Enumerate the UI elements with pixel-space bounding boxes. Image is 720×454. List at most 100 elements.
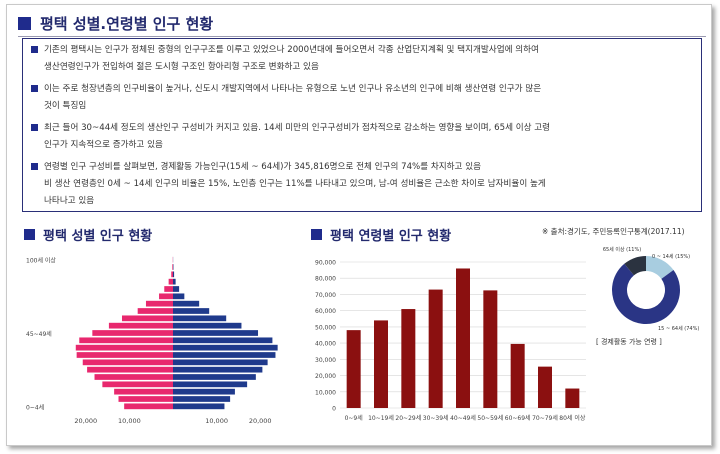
male-bar	[173, 293, 185, 300]
x-tick-label: 70~79세	[532, 414, 558, 422]
female-bar	[108, 322, 173, 329]
summary-line: 기존의 평택시는 인구가 정체된 중형의 인구구조를 이루고 있었으나 2000…	[44, 45, 539, 55]
y-tick-label: 80,000	[315, 276, 336, 283]
age-bar	[428, 289, 443, 408]
male-bar	[173, 322, 242, 329]
y-tick-label: 90,000	[315, 260, 336, 267]
pyramid-section-title: 평택 성별 인구 현황	[24, 225, 152, 244]
x-tick-label: 50~59세	[477, 414, 503, 422]
age-bar	[483, 290, 498, 408]
male-bar	[173, 337, 273, 344]
x-tick-label: 0~9세	[345, 414, 363, 422]
male-bar	[173, 359, 268, 366]
male-bar	[173, 388, 235, 395]
main-title: 평택 성별.연령별 인구 현황	[18, 13, 213, 34]
female-bar	[118, 396, 173, 402]
title-divider	[18, 36, 706, 37]
summary-line: 것이 특징임	[44, 101, 87, 111]
x-tick-label: 10,000	[205, 417, 228, 425]
summary-line: 비 생산 연령층인 0세 ~ 14세 인구의 비율은 15%, 노인층 인구는 …	[44, 179, 546, 189]
bullet-square-icon	[31, 163, 38, 170]
x-tick-label: 10,000	[118, 417, 141, 425]
econ-active-label: [ 경제활동 가능 연령 ]	[596, 338, 662, 346]
female-bar	[137, 308, 173, 314]
age-bar	[401, 309, 416, 408]
donut-label: 65세 이상 (11%)	[603, 246, 641, 253]
female-bar	[102, 381, 173, 388]
y-tick-label: 0~4세	[26, 403, 44, 411]
summary-item: 최근 들어 30~44세 정도의 생산인구 구성비가 커지고 있음. 14세 미…	[31, 120, 693, 154]
age-bar	[510, 343, 525, 408]
bullet-square-icon	[31, 124, 38, 131]
population-pyramid-chart: 100세 이상 45~49세 0~4세 20,000 10,000 10,000 20,00…	[26, 257, 278, 425]
bullet-square-icon	[31, 85, 38, 92]
female-bar	[124, 403, 173, 410]
age-bar	[565, 388, 580, 408]
female-bar	[94, 374, 173, 380]
summary-line: 연령별 인구 구성비를 살펴보면, 경제활동 가능인구(15세 ~ 64세)가 …	[44, 162, 482, 172]
summary-item: 연령별 인구 구성비를 살펴보면, 경제활동 가능인구(15세 ~ 64세)가 …	[31, 159, 693, 210]
source-note: ※ 출처:경기도, 주민등록인구통계(2017.11)	[542, 227, 685, 236]
x-tick-label: 60~69세	[505, 414, 531, 422]
male-bar	[173, 278, 176, 285]
male-bar	[173, 330, 259, 336]
donut-label: 0 ~ 14세 (15%)	[652, 253, 690, 260]
x-tick-label: 20~29세	[395, 414, 421, 422]
male-bar	[173, 315, 227, 322]
y-tick-label: 20,000	[315, 373, 336, 380]
female-bar	[168, 278, 173, 285]
section-square-icon	[24, 229, 35, 240]
female-bar	[79, 337, 173, 344]
donut-slice	[612, 263, 680, 324]
female-bar	[121, 315, 173, 322]
male-bar	[173, 300, 200, 307]
x-tick-label: 30~39세	[423, 414, 449, 422]
male-bar	[173, 352, 276, 358]
summary-item: 이는 주로 청장년층의 인구비율이 높거나, 신도시 개발지역에서 나타나는 유…	[31, 81, 693, 115]
female-bar	[92, 330, 173, 336]
bullet-square-icon	[31, 46, 38, 53]
x-tick-label: 10~19세	[368, 414, 394, 422]
y-tick-label: 100세 이상	[26, 257, 56, 265]
summary-line: 최근 들어 30~44세 정도의 생산인구 구성비가 커지고 있음. 14세 미…	[44, 123, 551, 133]
section-square-icon	[311, 229, 322, 240]
y-tick-label: 10,000	[315, 389, 336, 396]
age-bar	[538, 366, 552, 408]
male-bar	[173, 374, 256, 380]
y-tick-label: 45~49세	[26, 330, 52, 338]
female-bar	[76, 352, 173, 358]
female-bar	[145, 300, 173, 307]
title-square-icon	[18, 17, 31, 30]
y-tick-label: 0	[332, 406, 336, 413]
male-bar	[173, 286, 180, 292]
y-tick-label: 50,000	[315, 324, 336, 331]
summary-item: 기존의 평택시는 인구가 정체된 중형의 인구구조를 이루고 있었으나 2000…	[31, 42, 693, 76]
female-bar	[75, 344, 173, 351]
x-tick-label: 20,000	[249, 417, 272, 425]
summary-line: 나타나고 있음	[44, 196, 95, 206]
donut-slice	[624, 256, 646, 276]
age-section-title: 평택 연령별 인구 현황	[311, 225, 451, 244]
summary-box: 기존의 평택시는 인구가 정체된 중형의 인구구조를 이루고 있었으나 2000…	[22, 38, 702, 212]
female-bar	[172, 264, 173, 270]
male-bar	[173, 396, 231, 402]
male-bar	[173, 366, 263, 373]
female-bar	[164, 286, 173, 292]
summary-line: 이는 주로 청장년층의 인구비율이 높거나, 신도시 개발지역에서 나타나는 유…	[44, 84, 542, 94]
female-bar	[82, 359, 173, 366]
summary-line: 생산연령인구가 전입하여 젊은 도시형 구조인 항아리형 구조로 변화하고 있음	[44, 62, 319, 72]
x-tick-label: 80세 이상	[559, 414, 586, 422]
x-tick-label: 40~49세	[450, 414, 476, 422]
female-bar	[114, 388, 173, 395]
summary-line: 인구가 지속적으로 증가하고 있음	[44, 140, 163, 150]
age-bar-chart: 90,000 80,000 70,000 60,000 50,000 40,000 30,0…	[315, 260, 586, 422]
age-donut-chart: 0 ~ 14세 (15%) 15 ~ 64세 (74%) 65세 이상 (11%)	[603, 246, 700, 332]
male-bar	[173, 381, 248, 388]
age-bar	[346, 330, 361, 408]
page-title: 평택 성별.연령별 인구 현황	[40, 15, 214, 33]
x-tick-label: 20,000	[74, 417, 97, 425]
age-bar	[374, 320, 388, 408]
y-tick-label: 70,000	[315, 292, 336, 299]
male-bar	[173, 271, 175, 278]
male-bar	[173, 308, 210, 314]
